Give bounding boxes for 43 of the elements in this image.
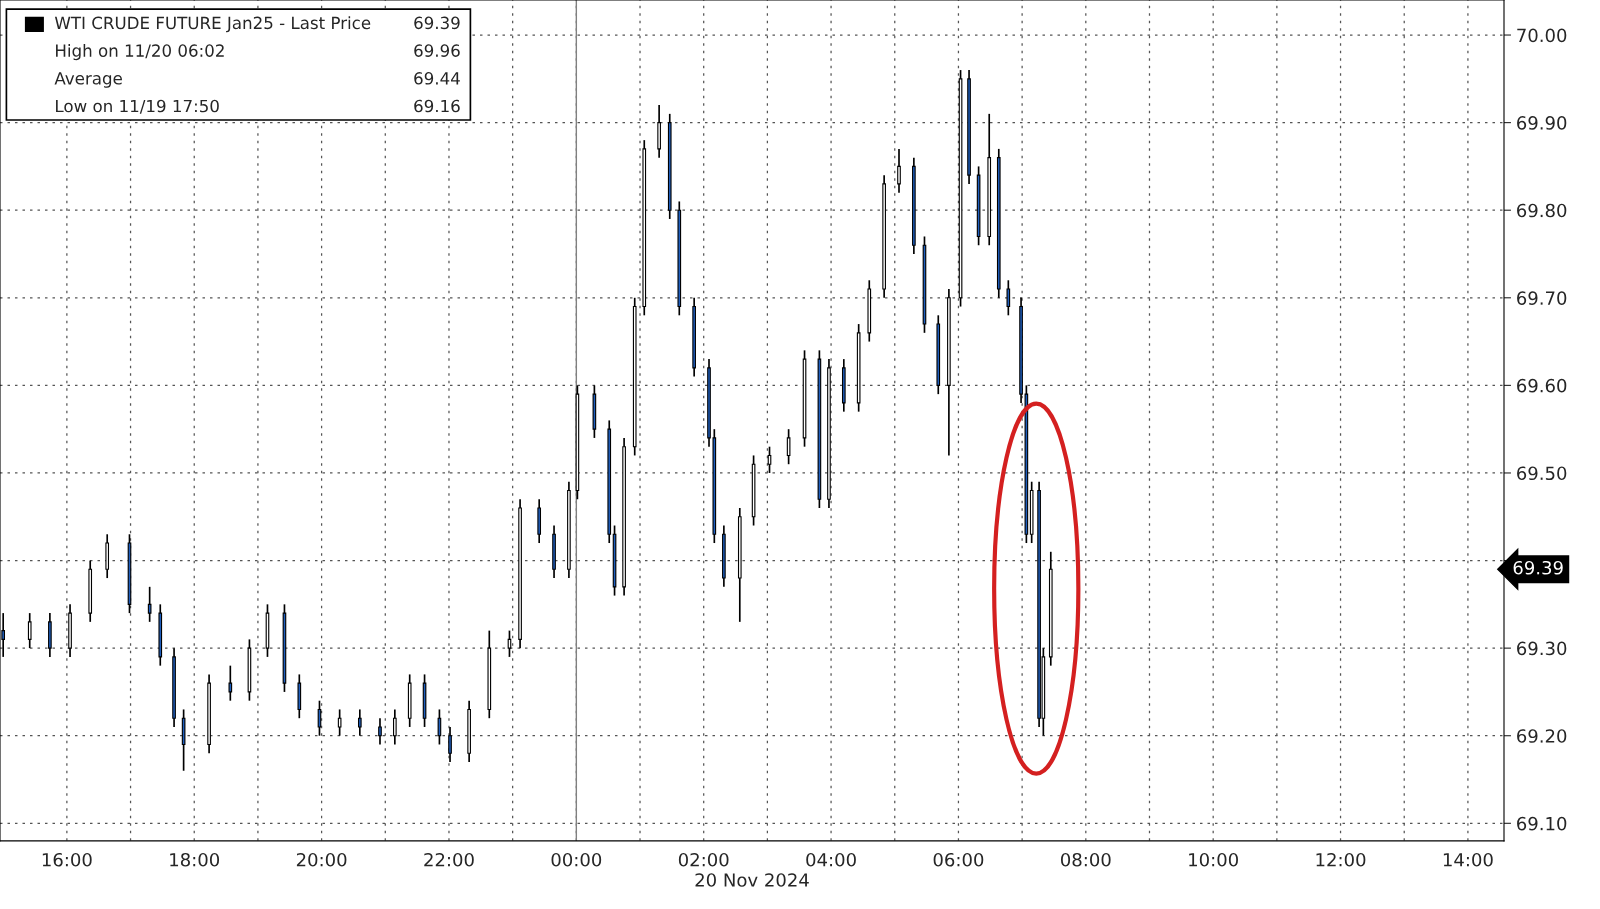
x-tick-label: 12:00 — [1316, 852, 1366, 867]
x-axis-title: 20 Nov 2024 — [695, 873, 809, 887]
candlestick — [337, 708, 342, 737]
y-tick-label: 69.10 — [1517, 816, 1567, 831]
candlestick — [786, 428, 791, 466]
x-tick-label: 02:00 — [678, 852, 729, 867]
x-tick-label: 18:00 — [170, 852, 220, 867]
annotation: Low on 11/19 17:50 — [56, 99, 219, 114]
x-tick-label: 08:00 — [1060, 852, 1111, 867]
x-tick-label: 22:00 — [424, 852, 474, 867]
x-tick-label: 10:00 — [1189, 852, 1238, 867]
x-tick-label: 16:00 — [42, 852, 92, 867]
candlestick — [393, 708, 397, 746]
candlestick — [1006, 279, 1011, 317]
candlestick — [897, 148, 901, 194]
annotation: 69.44 — [414, 72, 460, 85]
x-tick-label: 20:00 — [296, 852, 347, 867]
candlestick — [437, 708, 442, 746]
annotation: 69.96 — [414, 44, 460, 57]
x-tick-label: 06:00 — [933, 852, 984, 867]
candlestick — [448, 726, 452, 763]
y-tick-label: 69.80 — [1517, 203, 1567, 218]
candlestick — [378, 717, 382, 746]
annotation: 69.16 — [414, 99, 460, 113]
y-tick-label: 70.00 — [1517, 28, 1567, 43]
candlestick — [147, 585, 152, 623]
y-tick-label: 69.70 — [1517, 291, 1567, 305]
annotation: High on 11/20 06:02 — [56, 44, 224, 61]
y-tick-label: 69.50 — [1517, 466, 1567, 481]
x-tick-label: 00:00 — [551, 852, 602, 867]
annotation: Average — [54, 72, 122, 88]
candlestick — [228, 664, 233, 702]
y-tick-label: 69.60 — [1517, 378, 1567, 393]
candlestick — [357, 708, 362, 737]
x-tick-label: 14:00 — [1443, 852, 1493, 867]
annotation: 69.39 — [414, 16, 460, 30]
annotation: WTI CRUDE FUTURE Jan25 - Last Price — [54, 16, 371, 33]
x-tick-label: 04:00 — [806, 852, 856, 867]
y-tick-label: 69.20 — [1517, 729, 1567, 743]
y-tick-label: 69.30 — [1517, 641, 1567, 656]
text: 69.39 — [1513, 560, 1563, 575]
candlestick — [27, 612, 32, 649]
y-tick-label: 69.90 — [1517, 116, 1567, 130]
